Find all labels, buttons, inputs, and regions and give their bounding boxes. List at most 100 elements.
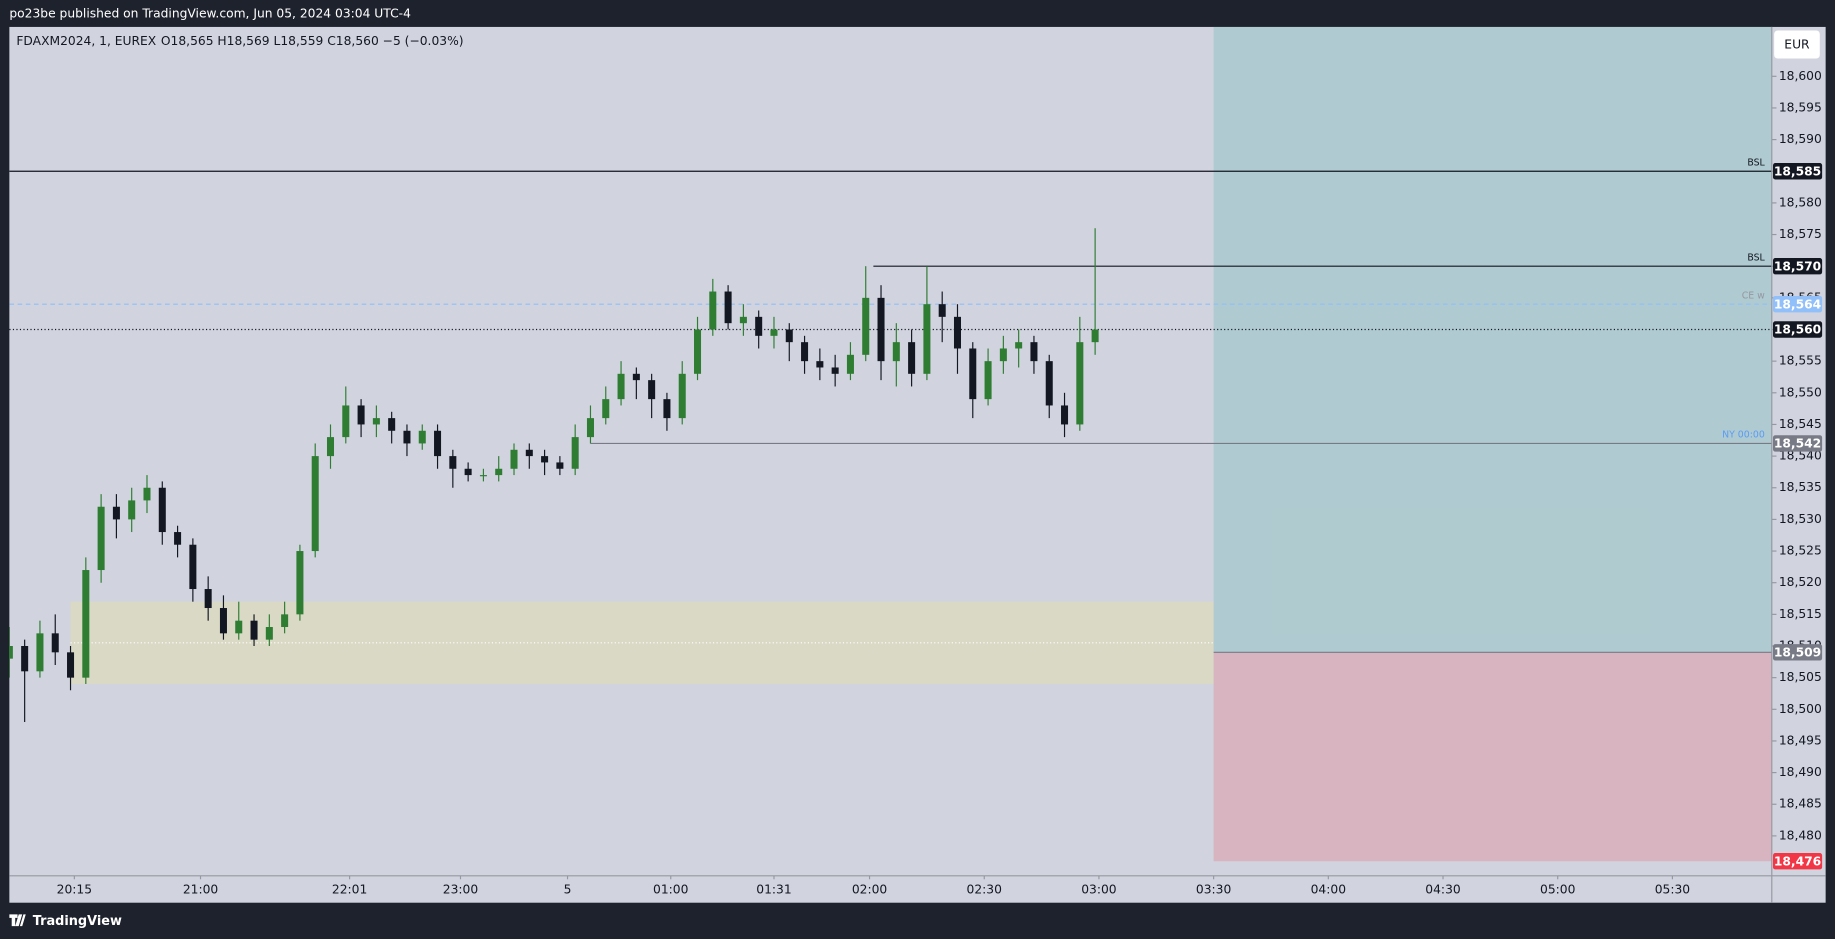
candle-body bbox=[1045, 361, 1053, 406]
candle-body bbox=[128, 500, 136, 520]
y-tick-label: 18,545 bbox=[1779, 417, 1822, 431]
brand-logo bbox=[9, 914, 26, 927]
candle-body bbox=[479, 475, 487, 477]
candle-body bbox=[342, 405, 350, 438]
candle-body bbox=[877, 297, 885, 362]
fvg-zone bbox=[70, 601, 1214, 684]
candle-body bbox=[97, 506, 105, 571]
currency-label[interactable]: EUR bbox=[1784, 38, 1810, 52]
brand-name: TradingView bbox=[33, 914, 122, 929]
candle-body bbox=[372, 418, 380, 425]
candle-body bbox=[724, 291, 732, 324]
candle-body bbox=[739, 316, 747, 324]
candle-body bbox=[112, 506, 120, 520]
candle-body bbox=[449, 456, 457, 469]
axes: 18,480 18,485 18,490 18,495 18,500 18,505 18,5… bbox=[9, 26, 1826, 903]
y-tick-label: 18,600 bbox=[1779, 69, 1822, 83]
y-tick-label: 18,590 bbox=[1779, 132, 1822, 146]
level-tag-bg bbox=[1772, 321, 1823, 338]
stop-tag: 18,476 bbox=[1774, 854, 1821, 868]
level-tag: 18,570 bbox=[1774, 259, 1821, 273]
candle-body bbox=[586, 418, 594, 438]
symbol: FDAXM2024, 1, EUREX bbox=[16, 33, 156, 47]
candle-body bbox=[1015, 342, 1023, 349]
candle-body bbox=[755, 316, 763, 336]
candle-body bbox=[571, 437, 579, 469]
candle-body bbox=[984, 361, 992, 400]
y-tick-label: 18,575 bbox=[1779, 227, 1822, 241]
symbol-legend: FDAXM2024, 1, EUREX O18,565 H18,569 L18,5… bbox=[16, 33, 463, 47]
stop-tag-bg bbox=[1772, 853, 1823, 870]
candle-body bbox=[143, 487, 151, 501]
candle-body bbox=[204, 589, 212, 609]
level-tag: 18,560 bbox=[1774, 323, 1821, 337]
candle-body bbox=[617, 373, 625, 400]
ohlc-values: O18,565 H18,569 L18,559 C18,560 −5 (−0.0… bbox=[161, 33, 464, 47]
candle-body bbox=[785, 329, 793, 343]
candle-body bbox=[816, 361, 824, 368]
plot-area: BSL BSL CE w NY 00:00 bbox=[9, 26, 1772, 862]
x-tick-label: 23:00 bbox=[443, 882, 478, 896]
level-tag-bg bbox=[1772, 435, 1823, 452]
x-tick-label: 5 bbox=[564, 882, 572, 896]
y-tick-label: 18,505 bbox=[1779, 670, 1822, 684]
level-tag-bg bbox=[1772, 295, 1823, 313]
candle-body bbox=[953, 316, 961, 349]
candle-body bbox=[831, 367, 839, 374]
candle-body bbox=[174, 532, 182, 545]
candle-body bbox=[892, 342, 900, 362]
candle-body bbox=[969, 348, 977, 400]
y-tick-label: 18,595 bbox=[1779, 100, 1822, 114]
candle-body bbox=[908, 342, 916, 374]
x-tick-label: 03:30 bbox=[1196, 882, 1231, 896]
y-tick-label: 18,520 bbox=[1779, 575, 1822, 589]
x-tick-label: 04:00 bbox=[1311, 882, 1346, 896]
candle-body bbox=[403, 430, 411, 444]
candle-body bbox=[1091, 329, 1099, 343]
x-tick-label: 01:31 bbox=[756, 882, 791, 896]
candle-body bbox=[1030, 342, 1038, 362]
candle-body bbox=[801, 342, 809, 362]
y-tick-label: 18,515 bbox=[1779, 607, 1822, 621]
candle-body bbox=[418, 430, 426, 444]
level-name: NY 00:00 bbox=[1722, 430, 1765, 441]
candle-body bbox=[678, 373, 686, 419]
candle-body bbox=[541, 456, 549, 463]
x-tick-label: 01:00 bbox=[653, 882, 688, 896]
candle-body bbox=[1076, 342, 1084, 425]
candle-body bbox=[602, 399, 610, 419]
y-tick-label: 18,500 bbox=[1779, 702, 1822, 716]
level-name: BSL bbox=[1747, 253, 1765, 264]
target-zone bbox=[1213, 26, 1772, 653]
candle-body bbox=[82, 570, 90, 678]
candle-body bbox=[51, 633, 59, 653]
candle-body bbox=[464, 468, 472, 476]
candle-body bbox=[556, 462, 564, 469]
candle-body bbox=[663, 399, 671, 419]
candle-body bbox=[9, 645, 13, 659]
y-tick-label: 18,555 bbox=[1779, 354, 1822, 368]
level-tag: 18,585 bbox=[1774, 164, 1821, 178]
candle-body bbox=[525, 449, 533, 457]
candle-body bbox=[219, 608, 227, 634]
candle-body bbox=[189, 544, 197, 590]
candle-body bbox=[67, 652, 75, 678]
x-tick-label: 22:01 bbox=[332, 882, 367, 896]
candle-body bbox=[1061, 405, 1069, 425]
x-tick-label: 02:00 bbox=[852, 882, 887, 896]
entry-tag: 18,509 bbox=[1774, 645, 1821, 659]
y-tick-label: 18,485 bbox=[1779, 797, 1822, 811]
level-tag: 18,564 bbox=[1774, 297, 1821, 311]
entry-tag-bg bbox=[1772, 644, 1823, 661]
candle-body bbox=[862, 297, 870, 355]
candle-body bbox=[923, 304, 931, 374]
candle-body bbox=[709, 291, 717, 330]
candle-body bbox=[510, 449, 518, 469]
logo-mark bbox=[9, 914, 26, 927]
y-tick-label: 18,535 bbox=[1779, 480, 1822, 494]
y-tick-label: 18,550 bbox=[1779, 385, 1822, 399]
currency-button[interactable] bbox=[1774, 30, 1820, 59]
candle-body bbox=[694, 329, 702, 374]
